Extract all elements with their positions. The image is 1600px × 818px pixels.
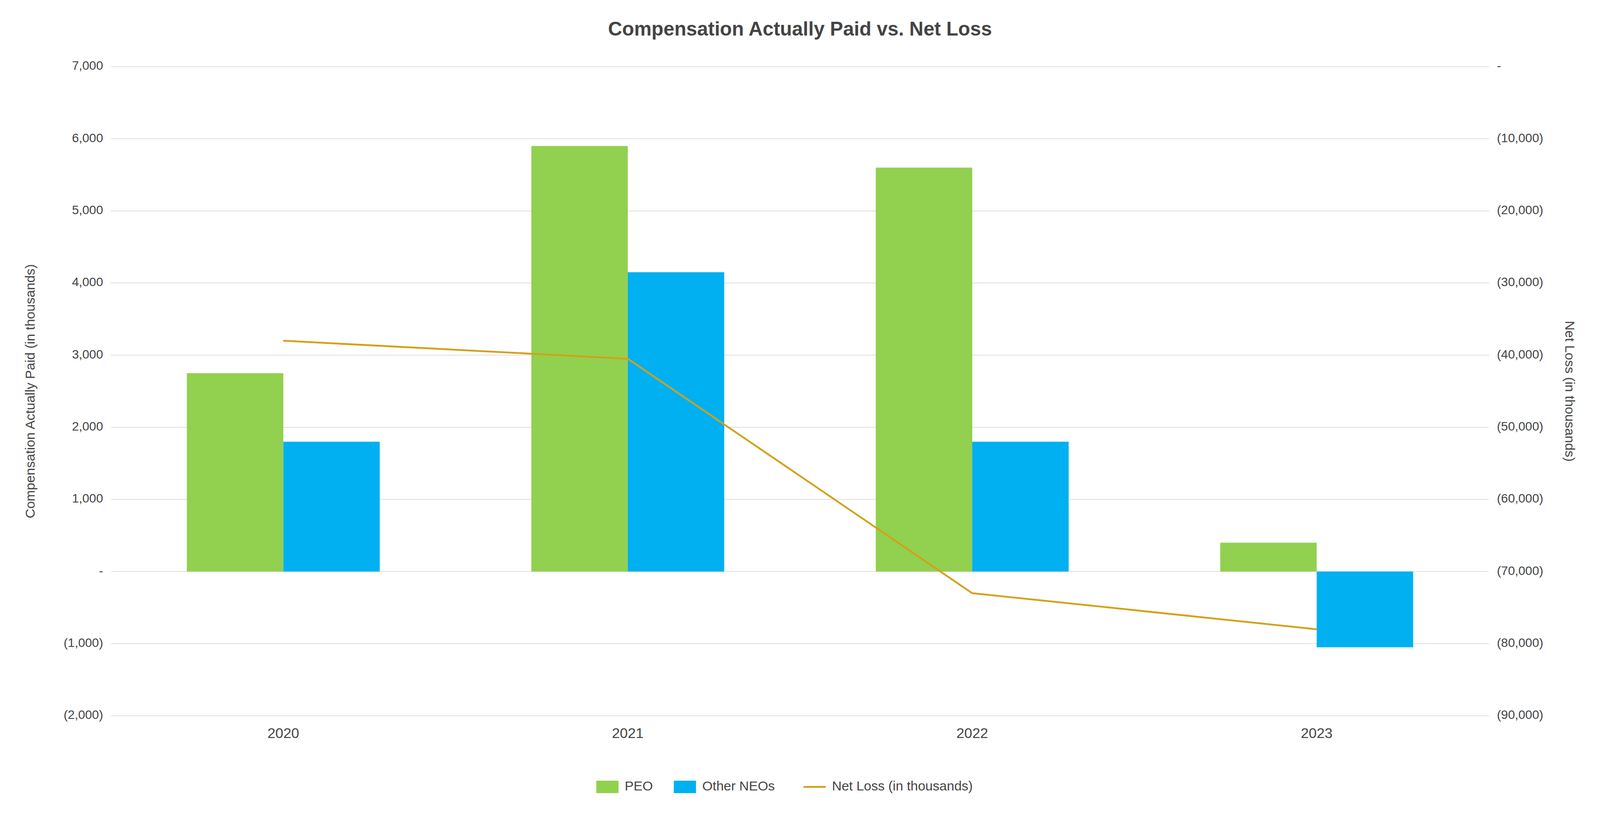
legend-swatch [596,780,619,794]
y2-tick-label: (30,000) [1496,275,1544,289]
y-tick-label: - [99,563,104,578]
grid [111,66,1489,716]
line [283,340,1317,630]
bar [1316,571,1413,647]
y2-tick-label: (40,000) [1496,347,1544,362]
bar [627,272,725,572]
grid-line [111,355,1489,356]
title: Compensation Actually Paid vs. Net Loss [608,17,993,40]
y-axis-label: Compensation Actually Paid (in thousands… [22,264,38,519]
grid-line [111,66,1489,68]
x-tick-label: 2021 [611,725,644,742]
y-tick-label: 6,000 [71,131,104,145]
bar [875,167,973,572]
y-tick-label: 3,000 [71,347,104,362]
data-marks [187,146,1414,648]
y2-tick-label: (10,000) [1496,131,1544,145]
y-tick-label: 4,000 [71,275,104,289]
bar [972,441,1069,572]
grid-line [111,282,1489,284]
y-tick-label: 5,000 [71,203,104,217]
grid-line [111,210,1489,212]
y2-axis-label: Net Loss (in thousands) [1562,320,1578,462]
y2-tick-label: (80,000) [1496,635,1544,650]
y2-tick-label: - [1496,58,1501,73]
bar [1220,542,1317,572]
y2-tick-label: (90,000) [1496,707,1544,722]
y-tick-label: (1,000) [63,635,104,650]
grid-line [111,715,1489,717]
grid-line [111,643,1489,645]
y2-tick-label: (60,000) [1496,491,1544,506]
y-tick-label: (2,000) [63,707,104,722]
y-tick-label: 7,000 [71,58,104,73]
legend-swatch [803,786,826,788]
legend-label: Other NEOs [702,778,775,794]
background [0,0,1600,818]
y-tick-label: 1,000 [71,491,104,506]
grid-line [111,138,1489,140]
legend-swatch [674,780,697,794]
x-tick-label: 2023 [1300,725,1333,742]
y-tick-label: 2,000 [71,419,104,434]
legend-label: Net Loss (in thousands) [832,778,974,794]
chart: Compensation Actually Paid vs. Net Loss (… [0,0,1600,818]
y2-tick-label: (70,000) [1496,563,1544,578]
grid-line [111,426,1489,428]
x-tick-label: 2022 [956,725,989,742]
bar [187,373,284,572]
legend-label: PEO [624,778,653,794]
legend: PEO Other NEOs Net Loss (in thousands) [596,778,973,794]
x-tick-label: 2020 [267,725,300,742]
bar [283,441,380,572]
y2-tick-label: (20,000) [1496,203,1544,217]
y2-tick-label: (50,000) [1496,419,1544,434]
page: {"chart_data": { "type": "bar", "title":… [0,0,1600,818]
